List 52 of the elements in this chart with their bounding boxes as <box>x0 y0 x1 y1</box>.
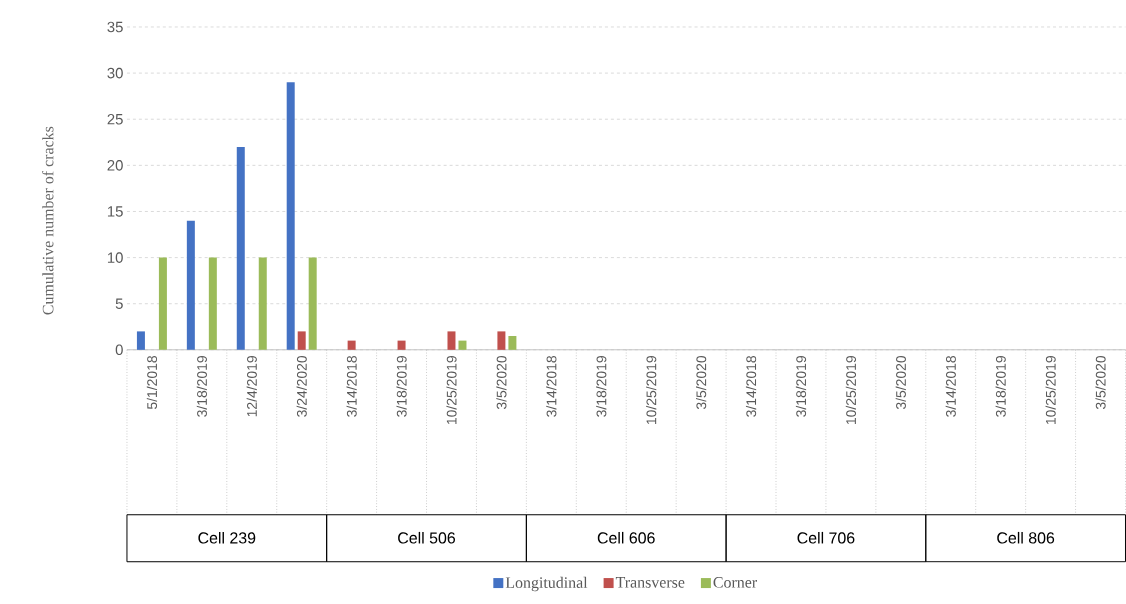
x-tick-label: 3/14/2018 <box>745 356 757 417</box>
y-tick-label: 20 <box>107 160 123 171</box>
x-tick-label: 3/18/2019 <box>795 356 807 417</box>
bar <box>258 257 267 350</box>
x-tick-label: 3/14/2018 <box>346 356 357 417</box>
text: Cell 506 <box>398 532 456 544</box>
text: Cell 706 <box>797 532 855 544</box>
bar <box>136 331 145 350</box>
x-tick-label: 10/25/2019 <box>446 356 457 425</box>
y-tick-label: 0 <box>115 344 123 356</box>
text: Cell 606 <box>597 532 655 544</box>
x-tick-label: 3/5/2020 <box>696 356 707 410</box>
y-tick-label: 15 <box>107 206 123 217</box>
bar <box>286 82 295 350</box>
y-axis-title: Cumulative number of cracks <box>42 126 54 315</box>
x-tick-label: 3/5/2020 <box>496 356 507 410</box>
x-tick-label: 3/5/2020 <box>895 356 906 410</box>
y-tick-label: 35 <box>107 21 123 33</box>
x-tick-label: 5/1/2018 <box>146 356 158 410</box>
bar <box>297 331 306 350</box>
legend-label: Transverse <box>615 577 685 588</box>
bar <box>497 331 506 350</box>
x-tick-label: 3/5/2020 <box>1095 356 1106 410</box>
y-tick-label: 5 <box>115 298 123 310</box>
x-tick-label: 3/18/2019 <box>396 356 407 417</box>
x-tick-label: 10/25/2019 <box>1045 356 1056 425</box>
bar <box>308 257 317 350</box>
text: Cell 239 <box>198 532 256 544</box>
x-tick-label: 3/14/2018 <box>546 356 557 417</box>
legend-label: Corner <box>713 577 757 588</box>
bar <box>458 340 467 350</box>
y-tick-label: 10 <box>107 252 123 264</box>
y-tick-label: 30 <box>107 67 123 79</box>
bar <box>158 257 167 350</box>
text: Cell 806 <box>997 532 1055 544</box>
bar <box>508 336 517 350</box>
x-tick-label: 3/24/2020 <box>296 356 307 417</box>
bar <box>347 340 356 350</box>
bar <box>236 147 245 350</box>
x-tick-label: 3/18/2019 <box>196 356 207 417</box>
x-tick-label: 10/25/2019 <box>845 356 857 425</box>
x-tick-label: 12/4/2019 <box>246 356 257 417</box>
legend-label: Longitudinal <box>505 576 588 592</box>
bar <box>186 220 195 350</box>
bar <box>447 331 456 350</box>
bar <box>397 340 406 350</box>
x-tick-label: 3/18/2019 <box>995 356 1006 417</box>
x-tick-label: 3/18/2019 <box>596 356 607 417</box>
x-tick-label: 3/14/2018 <box>945 356 956 417</box>
y-tick-label: 25 <box>107 114 123 125</box>
x-tick-label: 10/25/2019 <box>646 356 657 425</box>
bar <box>208 257 217 350</box>
